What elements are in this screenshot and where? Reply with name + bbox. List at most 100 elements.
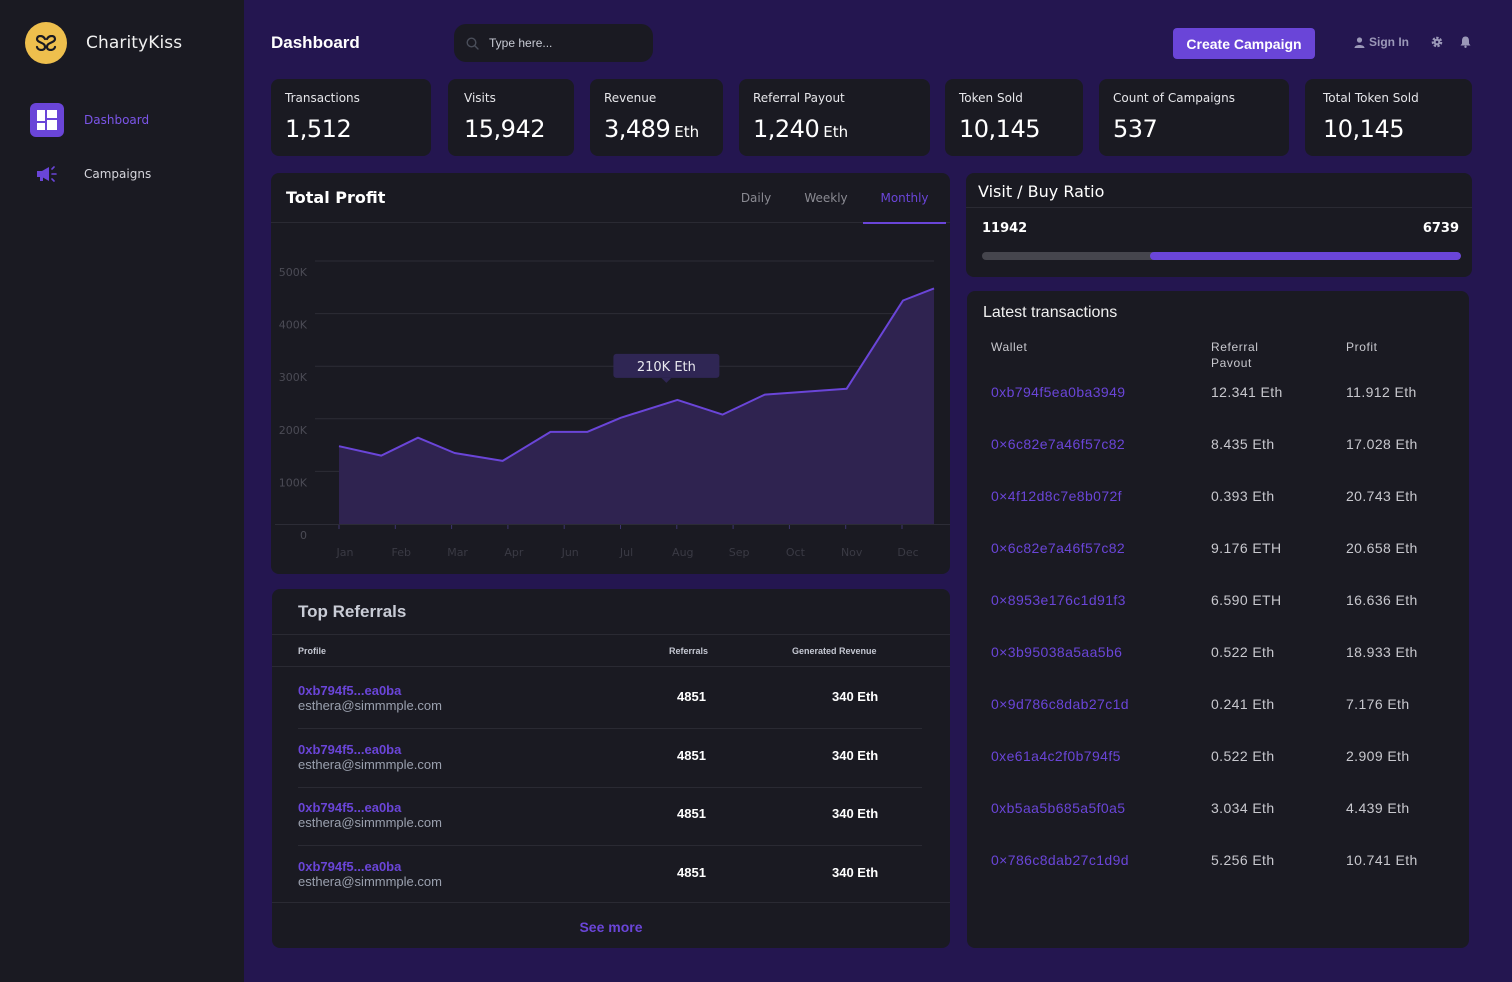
notification-bell-icon[interactable] <box>1460 36 1471 48</box>
referral-payout-value: 0.522 Eth <box>1211 748 1275 764</box>
y-tick-label: 100K <box>279 476 308 489</box>
stat-card-count-of-campaigns: Count of Campaigns 537 <box>1099 79 1289 156</box>
ratio-bar-fill <box>1149 252 1461 260</box>
generated-revenue: 340 Eth <box>832 864 879 880</box>
profit-value: 4.439 Eth <box>1346 800 1410 816</box>
stat-label: Visits <box>464 91 496 105</box>
referral-email: esthera@simmmple.com <box>298 815 442 830</box>
y-tick-label: 500K <box>279 266 308 279</box>
referral-payout-value: 12.341 Eth <box>1211 384 1283 400</box>
divider <box>272 666 950 667</box>
tooltip-arrow <box>661 377 672 383</box>
row-divider <box>298 728 922 729</box>
referral-row: 0xb794f5...ea0ba esthera@simmmple.com 4851… <box>272 800 950 858</box>
referral-wallet-link[interactable]: 0xb794f5...ea0ba <box>298 800 402 815</box>
column-header-profit: Profit <box>1346 340 1378 354</box>
visit-buy-title: Visit / Buy Ratio <box>978 182 1105 201</box>
sidebar-item-label: Dashboard <box>84 113 150 127</box>
divider <box>271 222 950 223</box>
visit-buy-ratio-card: Visit / Buy Ratio 11942 6739 <box>966 173 1472 277</box>
stat-card-referral-payout: Referral Payout 1,240 Eth <box>739 79 930 156</box>
referral-row: 0xb794f5...ea0ba esthera@simmmple.com 4851… <box>272 859 950 917</box>
referral-payout-value: 5.256 Eth <box>1211 852 1275 868</box>
stat-label: Revenue <box>604 91 657 105</box>
column-header-referrals: Referrals <box>669 646 709 656</box>
referral-payout-value: 6.590 ETH <box>1211 592 1282 608</box>
logo[interactable] <box>25 22 67 64</box>
sidebar-item-dashboard[interactable]: Dashboard <box>30 103 149 137</box>
tab-weekly[interactable]: Weekly <box>804 191 848 205</box>
wallet-address-link[interactable]: 0×786c8dab27c1d9d <box>991 852 1129 868</box>
wallet-address-link[interactable]: 0×3b95038a5aa5b6 <box>991 644 1123 660</box>
see-more-link[interactable]: See more <box>579 919 643 935</box>
referral-wallet-link[interactable]: 0xb794f5...ea0ba <box>298 683 402 698</box>
stat-label: Token Sold <box>959 91 1023 105</box>
x-tick-label: Aug <box>672 546 693 559</box>
stat-value: 1,240 Eth <box>753 115 849 143</box>
referral-payout-value: 8.435 Eth <box>1211 436 1275 452</box>
page-title: Dashboard <box>271 33 360 52</box>
x-tick-label: Sep <box>729 546 750 559</box>
profit-chart: 0 100K 200K 300K 400K 500K Jan Feb Mar Apr Jun Jul A… <box>275 260 950 559</box>
row-divider <box>298 845 922 846</box>
create-campaign-button[interactable]: Create Campaign <box>1173 28 1315 59</box>
stat-value: 3,489 Eth <box>604 115 700 143</box>
wallet-address-link[interactable]: 0xe61a4c2f0b794f5 <box>991 748 1121 764</box>
sidebar-item-campaigns[interactable]: Campaigns <box>30 157 151 191</box>
x-tick-label: Jan <box>336 546 354 559</box>
tab-daily[interactable]: Daily <box>740 191 772 205</box>
generated-revenue: 340 Eth <box>832 806 879 821</box>
divider <box>272 902 950 903</box>
referral-row: 0xb794f5...ea0ba esthera@simmmple.com 4851… <box>272 683 950 741</box>
generated-revenue: 340 Eth <box>832 689 879 704</box>
transaction-row: 0xb5aa5b685a5f0a5 3.034 Eth 4.439 Eth <box>967 800 1469 820</box>
search-bar[interactable] <box>454 24 653 62</box>
referral-wallet-link[interactable]: 0xb794f5...ea0ba <box>298 858 402 874</box>
transaction-row: 0×3b95038a5aa5b6 0.522 Eth 18.933 Eth <box>967 644 1469 664</box>
profit-value: 10.741 Eth <box>1346 852 1418 868</box>
referral-payout-value: 3.034 Eth <box>1211 800 1275 816</box>
stat-card-revenue: Revenue 3,489 Eth <box>590 79 723 156</box>
stat-value: 15,942 <box>464 115 545 143</box>
stat-card-token-sold: Token Sold 10,145 <box>945 79 1083 156</box>
wallet-address-link[interactable]: 0×4f12d8c7e8b072f <box>991 488 1122 504</box>
stat-unit: Eth <box>674 123 700 141</box>
referral-wallet-link[interactable]: 0xb794f5...ea0ba <box>298 741 402 757</box>
x-tick-label: Feb <box>392 546 411 559</box>
column-header-wallet: Wallet <box>991 340 1028 354</box>
wallet-address-link[interactable]: 0×8953e176c1d91f3 <box>991 592 1126 608</box>
stat-card-transactions: Transactions 1,512 <box>271 79 431 156</box>
x-tick-label: Mar <box>447 546 468 559</box>
profit-value: 20.658 Eth <box>1346 540 1418 556</box>
profit-line <box>338 287 935 462</box>
transaction-row: 0xe61a4c2f0b794f5 0.522 Eth 2.909 Eth <box>967 748 1469 768</box>
sidebar-item-label: Campaigns <box>84 167 152 181</box>
total-profit-card: Total Profit Daily Weekly Monthly 0 100K 2… <box>271 173 950 574</box>
wallet-address-link[interactable]: 0×9d786c8dab27c1d <box>991 696 1129 712</box>
y-tick-label: 0 <box>300 529 307 542</box>
sign-in-link[interactable]: Sign In <box>1354 35 1409 49</box>
wallet-address-link[interactable]: 0×6c82e7a46f57c82 <box>991 540 1126 556</box>
wallet-address-link[interactable]: 0xb794f5ea0ba3949 <box>991 384 1126 400</box>
transaction-row: 0×4f12d8c7e8b072f 0.393 Eth 20.743 Eth <box>967 488 1469 508</box>
search-input[interactable] <box>489 36 639 50</box>
referral-payout-value: 9.176 ETH <box>1211 540 1282 556</box>
transaction-row: 0×8953e176c1d91f3 6.590 ETH 16.636 Eth <box>967 592 1469 612</box>
transaction-row: 0×9d786c8dab27c1d 0.241 Eth 7.176 Eth <box>967 696 1469 716</box>
generated-revenue: 340 Eth <box>832 747 879 763</box>
stat-card-visits: Visits 15,942 <box>448 79 574 156</box>
stat-label: Referral Payout <box>753 91 845 105</box>
referrals-count: 4851 <box>677 747 706 763</box>
column-header-generated-revenue: Generated Revenue <box>792 646 877 656</box>
stat-label: Transactions <box>285 91 360 105</box>
wallet-address-link[interactable]: 0×6c82e7a46f57c82 <box>991 436 1126 452</box>
referral-payout-value: 0.393 Eth <box>1211 488 1275 504</box>
settings-gear-icon[interactable] <box>1431 36 1443 48</box>
wallet-address-link[interactable]: 0xb5aa5b685a5f0a5 <box>991 800 1126 816</box>
brand-name: CharityKiss <box>86 33 183 53</box>
total-profit-title: Total Profit <box>286 188 386 207</box>
ratio-bar-track <box>982 252 1461 260</box>
referrals-count: 4851 <box>677 689 706 704</box>
referral-row: 0xb794f5...ea0ba esthera@simmmple.com 4851… <box>272 742 950 800</box>
tab-monthly[interactable]: Monthly <box>863 173 946 224</box>
